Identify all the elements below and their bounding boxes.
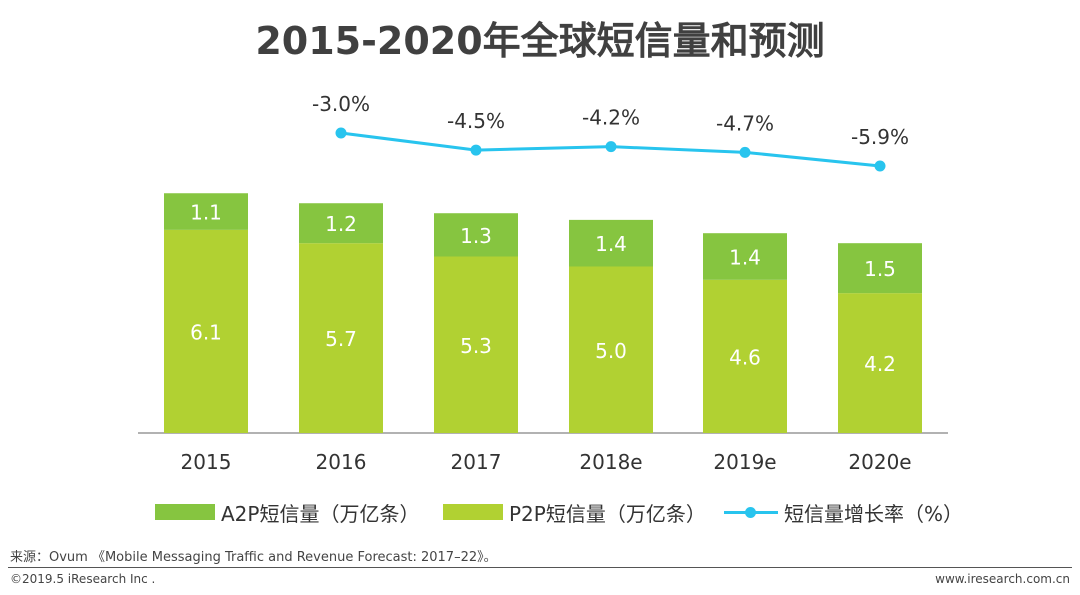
x-tick-label-2015: 2015	[181, 450, 232, 474]
bar-p2p-2018e	[569, 266, 653, 433]
legend-item-growth: 短信量增长率（%）	[724, 497, 963, 527]
growth-label-2019e: -4.7%	[716, 111, 774, 135]
data-label-p2p-2016: 5.7	[325, 327, 357, 351]
legend: A2P短信量（万亿条） P2P短信量（万亿条） 短信量增长率（%）	[0, 497, 1080, 527]
x-tick-label-2017: 2017	[451, 450, 502, 474]
bar-a2p-2019e	[703, 233, 787, 280]
growth-point-2017	[470, 144, 482, 156]
footer-divider	[8, 567, 1072, 568]
data-label-a2p-2015: 1.1	[190, 201, 222, 225]
data-label-a2p-2017: 1.3	[460, 224, 492, 248]
bar-a2p-2017	[434, 213, 518, 257]
growth-point-2016	[335, 127, 347, 139]
growth-label-2017: -4.5%	[447, 109, 505, 133]
bar-p2p-2017	[434, 256, 518, 433]
legend-item-p2p: P2P短信量（万亿条）	[443, 497, 706, 527]
legend-swatch-growth	[724, 504, 778, 520]
bar-a2p-2015	[164, 193, 248, 230]
bar-a2p-2020e	[838, 243, 922, 294]
bar-a2p-2016	[299, 203, 383, 244]
data-label-a2p-2020e: 1.5	[864, 257, 896, 281]
data-label-p2p-2015: 6.1	[190, 320, 222, 344]
source-note: 来源：Ovum 《Mobile Messaging Traffic and Re…	[10, 550, 497, 565]
legend-swatch-p2p	[443, 504, 503, 520]
bar-p2p-2019e	[703, 279, 787, 433]
legend-swatch-a2p	[155, 504, 215, 520]
data-label-a2p-2016: 1.2	[325, 212, 357, 236]
x-tick-label-2018e: 2018e	[579, 450, 642, 474]
growth-label-2020e: -5.9%	[851, 125, 909, 149]
copyright: ©2019.5 iResearch Inc .	[10, 572, 156, 586]
legend-item-a2p: A2P短信量（万亿条）	[155, 497, 419, 527]
x-tick-label-2016: 2016	[316, 450, 367, 474]
growth-label-2016: -3.0%	[312, 92, 370, 116]
legend-label-growth: 短信量增长率（%）	[784, 501, 964, 526]
legend-label-a2p: A2P短信量（万亿条）	[221, 501, 420, 526]
data-label-p2p-2017: 5.3	[460, 334, 492, 358]
stacked-bar-line-chart: 6.1 1.1 2015 5.7 1.2 2016 5.3 1.3 2017 5.0 1.4 2018…	[138, 92, 948, 474]
bar-p2p-2015	[164, 229, 248, 433]
data-label-a2p-2018e: 1.4	[595, 232, 627, 256]
bar-p2p-2016	[299, 243, 383, 433]
data-label-p2p-2018e: 5.0	[595, 339, 627, 363]
legend-label-p2p: P2P短信量（万亿条）	[509, 501, 706, 526]
bar-p2p-2020e	[838, 293, 922, 433]
growth-point-2020e	[874, 160, 886, 172]
chart-title: 2015-2020年全球短信量和预测	[255, 19, 825, 63]
growth-point-2019e	[739, 146, 751, 158]
x-tick-label-2019e: 2019e	[713, 450, 776, 474]
data-label-p2p-2020e: 4.2	[864, 352, 896, 376]
growth-label-2018e: -4.2%	[582, 106, 640, 130]
data-label-a2p-2019e: 1.4	[729, 246, 761, 270]
bar-a2p-2018e	[569, 219, 653, 267]
growth-point-2018e	[605, 141, 617, 153]
data-label-p2p-2019e: 4.6	[729, 345, 761, 369]
website-link[interactable]: www.iresearch.com.cn	[935, 572, 1070, 586]
x-tick-label-2020e: 2020e	[848, 450, 911, 474]
